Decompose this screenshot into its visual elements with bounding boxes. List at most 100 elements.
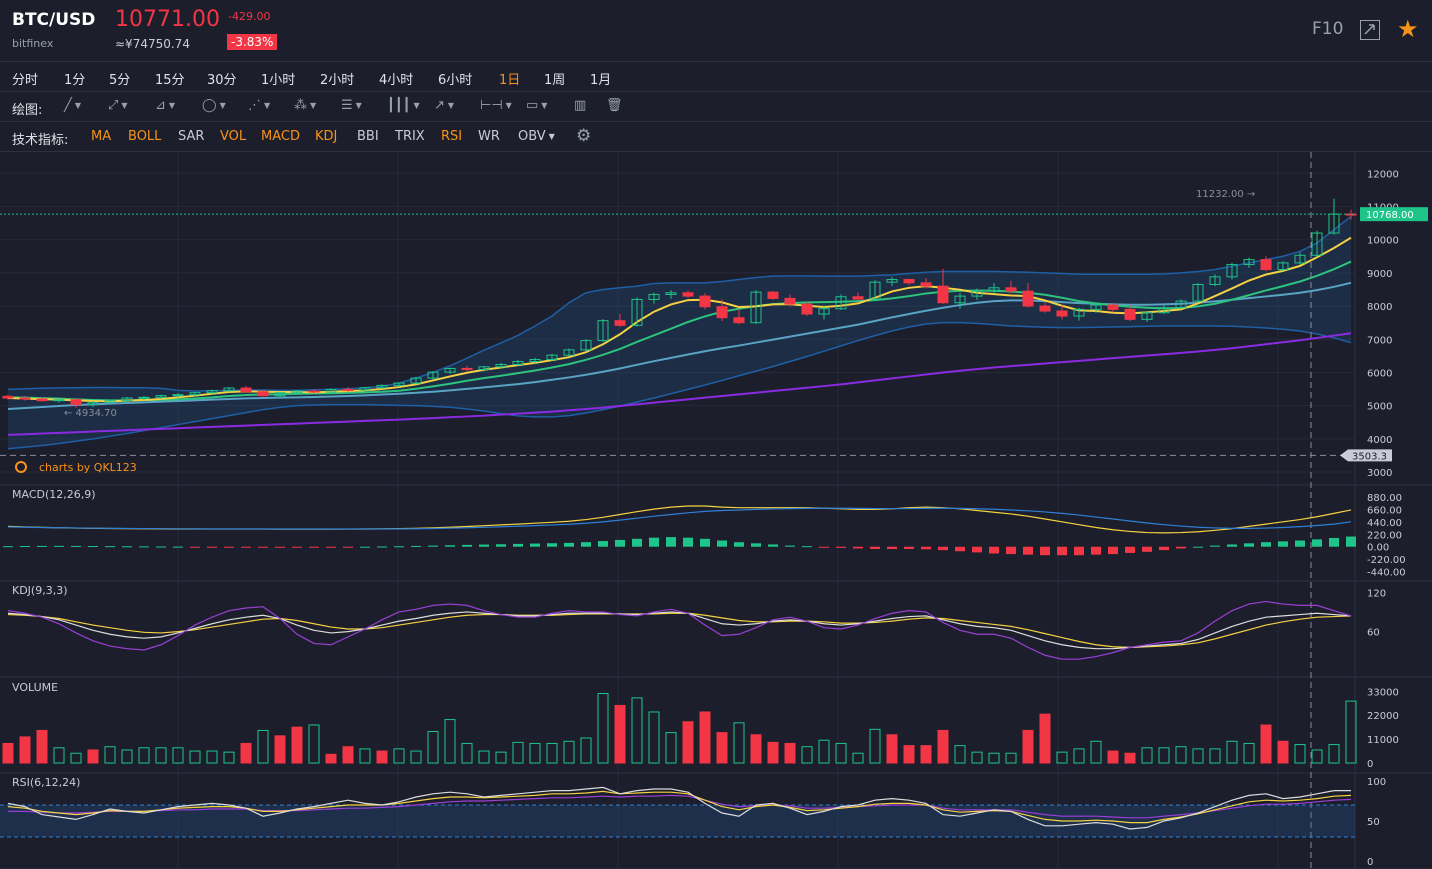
current-price-tag: [1360, 207, 1428, 222]
volume-bar-36: [614, 704, 626, 764]
macd-hist-bar-73: [1244, 543, 1254, 547]
volume-bar-34: [580, 737, 592, 764]
fibonacci-tool-icon[interactable]: ☰ ▼: [341, 98, 362, 113]
volume-y-tick-0: 33000: [1367, 687, 1399, 698]
indicator-sar[interactable]: SAR: [178, 129, 205, 144]
measure-tool-icon[interactable]: ⊢⊣ ▼: [480, 98, 512, 113]
candle-body-70: [1192, 283, 1204, 302]
indicator-tool-icon[interactable]: ▥: [574, 98, 587, 113]
pattern-tool-icon[interactable]: ⁂ ▼: [294, 98, 317, 113]
gann-tool-icon[interactable]: ┃┃┃ ▼: [387, 98, 420, 113]
macd-hist-bar-44: [751, 543, 761, 547]
volume-bar-41: [699, 711, 711, 764]
macd-hist-bar-18: [309, 546, 319, 548]
indicator-bar: 技术指标: ⚙ MA BOLL SAR VOL MACD KDJ BBI TRIX RSI WR O…: [0, 122, 1432, 152]
period-bar: 分时 1分 5分 15分 30分 1小时 2小时 4小时 6小时 1日 1周 1月: [0, 62, 1432, 92]
macd-hist-bar-74: [1261, 542, 1271, 547]
volume-bar-28: [478, 750, 490, 764]
macd-hist-bar-32: [547, 543, 557, 547]
macd-hist-bar-6: [105, 546, 115, 548]
text-tool-icon[interactable]: ▭ ▼: [526, 98, 548, 113]
header: BTC/USD bitfinex 10771.00 ≈¥74750.74 -42…: [0, 0, 1432, 62]
indicator-vol[interactable]: VOL: [220, 129, 247, 144]
indicator-macd[interactable]: MACD: [261, 129, 300, 144]
price-change: -429.00: [228, 10, 271, 23]
volume-bar-21: [359, 748, 371, 764]
macd-y-tick-2: 440.00: [1367, 518, 1402, 529]
candle-body-33: [563, 349, 575, 356]
candle-body-6: [104, 400, 116, 403]
period-1[interactable]: 1分: [64, 73, 86, 88]
shape-tool-icon[interactable]: ◯ ▼: [202, 98, 226, 113]
favorite-star-icon[interactable]: ★: [1397, 15, 1419, 43]
candle-body-58: [988, 287, 1000, 292]
candle-body-73: [1243, 259, 1255, 266]
candle-body-2: [36, 398, 48, 402]
macd-hist-bar-77: [1312, 539, 1322, 547]
candle-body-42: [716, 306, 728, 319]
volume-bar-62: [1056, 751, 1068, 764]
period-9[interactable]: 1日: [499, 73, 521, 88]
period-2[interactable]: 5分: [109, 73, 131, 88]
candle-body-56: [954, 295, 966, 304]
macd-hist-bar-39: [666, 537, 676, 547]
rsi-title: RSI(6,12,24): [12, 776, 80, 789]
macd-hist-bar-33: [564, 542, 574, 547]
period-11[interactable]: 1月: [590, 73, 612, 88]
period-0[interactable]: 分时: [12, 73, 39, 88]
arrow-tool-icon[interactable]: ↗ ▼: [434, 98, 455, 113]
line-tool-icon[interactable]: ╱ ▼: [64, 98, 81, 113]
period-6[interactable]: 2小时: [320, 73, 355, 88]
chart-area[interactable]: 1200011000100009000800070006000500040003…: [0, 152, 1432, 869]
indicators-label: 技术指标:: [12, 133, 69, 148]
candle-body-17: [291, 390, 303, 394]
macd-y-tick-0: 880.00: [1367, 493, 1402, 504]
rsi24-line: [8, 794, 1352, 819]
indicator-boll[interactable]: BOLL: [128, 129, 162, 144]
macd-hist-bar-4: [71, 545, 81, 547]
macd-hist-bar-65: [1108, 546, 1118, 555]
volume-bar-49: [835, 742, 847, 764]
channel-tool-icon[interactable]: ⊿ ▼: [155, 98, 176, 113]
main-y-tick-6: 6000: [1367, 368, 1392, 379]
period-7[interactable]: 4小时: [379, 73, 414, 88]
trash-icon[interactable]: 🗑: [606, 98, 623, 113]
period-3[interactable]: 15分: [155, 73, 185, 88]
indicator-kdj[interactable]: KDJ: [315, 129, 338, 144]
macd-hist-bar-60: [1023, 546, 1033, 555]
chart-canvas[interactable]: 1200011000100009000800070006000500040003…: [0, 152, 1432, 869]
volume-bar-74: [1260, 724, 1272, 764]
indicator-bbi[interactable]: BBI: [357, 129, 379, 144]
settings-gear-icon[interactable]: ⚙: [576, 126, 592, 146]
candle-body-1: [19, 397, 31, 400]
indicator-ma[interactable]: MA: [91, 129, 112, 144]
macd-hist-bar-0: [3, 546, 13, 548]
volume-bar-25: [427, 731, 439, 764]
macd-hist-bar-36: [615, 539, 625, 547]
fullscreen-icon[interactable]: [1360, 20, 1380, 40]
candle-body-12: [206, 390, 218, 394]
candle-body-39: [665, 292, 677, 295]
volume-bar-51: [869, 728, 881, 764]
period-8[interactable]: 6小时: [438, 73, 473, 88]
indicator-rsi[interactable]: RSI: [441, 129, 463, 144]
candle-body-48: [818, 308, 830, 315]
indicator-wr[interactable]: WR: [478, 129, 500, 144]
volume-y-tick-1: 22000: [1367, 711, 1399, 722]
candle-body-55: [937, 285, 949, 304]
indicator-obv[interactable]: OBV ▼: [518, 129, 555, 144]
f10-button[interactable]: F10: [1312, 19, 1344, 39]
period-4[interactable]: 30分: [207, 73, 237, 88]
indicator-trix[interactable]: TRIX: [395, 129, 425, 144]
candle-body-49: [835, 296, 847, 310]
boll-band-fill: [8, 216, 1351, 449]
rsi-y-tick-0: 100: [1367, 777, 1386, 788]
macd-hist-bar-20: [343, 546, 353, 548]
period-5[interactable]: 1小时: [261, 73, 296, 88]
ray-tool-icon[interactable]: ⤢ ▼: [108, 98, 128, 113]
volume-bar-29: [495, 751, 507, 764]
macd-hist-bar-11: [190, 546, 200, 548]
low-price-label: ← 4934.70: [64, 408, 117, 419]
wave-tool-icon[interactable]: ⋰ ▼: [248, 98, 271, 113]
period-10[interactable]: 1周: [544, 73, 566, 88]
